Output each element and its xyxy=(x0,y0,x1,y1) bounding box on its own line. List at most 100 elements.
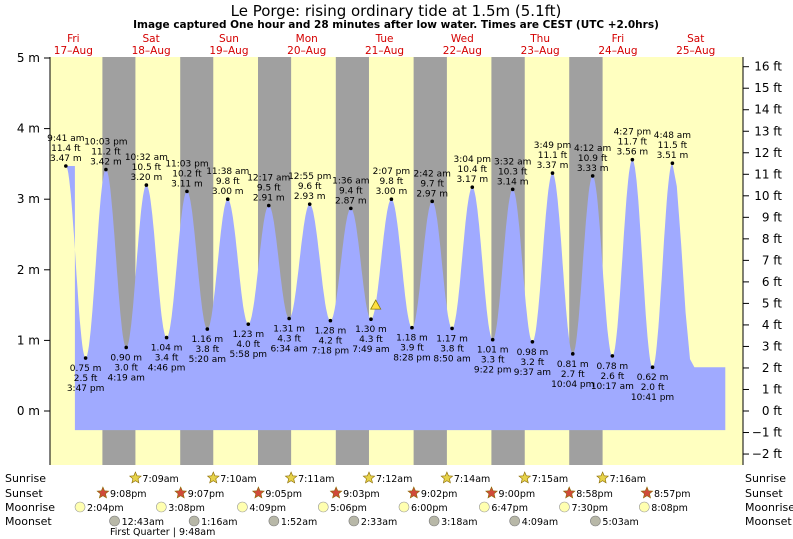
high-tide-label: 11.1 ft xyxy=(538,151,568,161)
low-tide-label: 0.78 m xyxy=(597,362,629,372)
sunrise-time: 7:10am xyxy=(220,474,256,485)
low-tide-label: 0.75 m xyxy=(70,364,102,374)
low-tide-label: 0.62 m xyxy=(637,373,669,383)
high-tide-label: 3:04 pm xyxy=(453,155,491,165)
high-tide-label: 3.42 m xyxy=(90,158,122,168)
tide-area xyxy=(65,159,726,431)
moonrise-icon xyxy=(155,501,167,513)
left-tick-label: 1 m xyxy=(17,333,40,347)
low-tide-point xyxy=(490,337,495,342)
low-tide-label: 3.8 ft xyxy=(195,345,219,355)
sunset-time: 9:02pm xyxy=(421,489,458,500)
moonrise-icon xyxy=(639,501,650,513)
moonset-time: 1:16am xyxy=(201,517,237,528)
high-tide-point xyxy=(430,199,434,204)
sunrise-row-label-right: Sunrise xyxy=(745,472,786,485)
low-tide-point xyxy=(369,317,373,322)
low-tide-point xyxy=(328,318,333,323)
high-tide-label: 3:49 pm xyxy=(534,141,572,151)
right-tick-label: 6 ft xyxy=(762,275,782,289)
left-tick-label: 0 m xyxy=(17,404,40,418)
moonrise-row-label-right: Moonrise xyxy=(745,501,793,514)
low-tide-label: 4.3 ft xyxy=(359,335,383,345)
high-tide-label: 2:07 pm xyxy=(373,167,411,177)
high-tide-point xyxy=(185,189,189,194)
low-tide-label: 0.98 m xyxy=(517,348,549,358)
high-tide-label: 3:32 am xyxy=(494,157,531,167)
moonrise-row-label: Moonrise xyxy=(5,501,55,514)
day-of-week: Fri xyxy=(612,33,625,45)
low-tide-label: 1.30 m xyxy=(355,325,387,335)
moonrise-time: 3:08pm xyxy=(168,503,205,514)
moonset-icon xyxy=(348,515,360,527)
right-tick-label: 7 ft xyxy=(762,253,782,267)
sunrise-icon xyxy=(596,471,610,484)
sunrise-icon xyxy=(362,471,376,484)
low-tide-label: 8:50 am xyxy=(433,354,470,364)
day-of-week: Sun xyxy=(219,33,239,45)
moonset-time: 3:18am xyxy=(441,517,477,528)
high-tide-label: 9.8 ft xyxy=(380,177,404,187)
moonrise-time: 5:06pm xyxy=(330,503,367,514)
moonset-icon xyxy=(109,515,120,527)
high-tide-label: 2.93 m xyxy=(294,192,326,202)
right-tick-label: 9 ft xyxy=(762,210,782,224)
sunrise-time: 7:16am xyxy=(610,474,646,485)
sunrise-time: 7:09am xyxy=(142,474,178,485)
low-tide-label: 3.3 ft xyxy=(481,356,505,366)
low-tide-label: 10:04 pm xyxy=(551,380,594,390)
low-tide-label: 2.6 ft xyxy=(601,372,625,382)
low-tide-label: 2.5 ft xyxy=(74,374,98,384)
high-tide-point xyxy=(144,183,149,187)
high-tide-label: 3.47 m xyxy=(50,154,82,164)
left-tick-label: 4 m xyxy=(17,122,40,136)
high-tide-label: 11:38 am xyxy=(206,167,249,177)
high-tide-label: 4:27 pm xyxy=(614,128,652,138)
moonset-time: 5:03am xyxy=(602,517,638,528)
low-tide-label: 7:18 pm xyxy=(312,347,350,357)
day-of-week: Tue xyxy=(375,33,394,45)
low-tide-label: 1.17 m xyxy=(436,334,468,344)
high-tide-label: 11.7 ft xyxy=(618,138,648,148)
sunrise-icon xyxy=(284,471,298,484)
sunset-icon xyxy=(640,486,654,499)
low-tide-label: 2.7 ft xyxy=(561,370,585,380)
right-tick-label: 1 ft xyxy=(762,382,782,396)
high-tide-label: 2.91 m xyxy=(253,194,285,204)
moonrise-time: 4:09pm xyxy=(249,503,286,514)
low-tide-label: 9:22 pm xyxy=(474,366,512,376)
low-tide-label: 1.23 m xyxy=(232,330,264,340)
high-tide-label: 10.9 ft xyxy=(578,154,608,164)
day-of-week: Wed xyxy=(451,33,474,45)
high-tide-label: 2.87 m xyxy=(335,196,367,206)
day-date: 19–Aug xyxy=(209,45,248,57)
low-tide-label: 1.16 m xyxy=(191,335,223,345)
low-tide-label: 1.28 m xyxy=(315,327,347,337)
high-tide-label: 3.20 m xyxy=(131,173,163,183)
low-tide-point xyxy=(205,327,210,331)
high-tide-point xyxy=(550,171,555,175)
high-tide-label: 9.5 ft xyxy=(257,184,281,194)
moonrise-icon xyxy=(237,501,248,513)
low-tide-label: 4.3 ft xyxy=(277,335,301,345)
low-tide-label: 2.0 ft xyxy=(641,383,665,393)
high-tide-point xyxy=(104,167,108,172)
right-tick-label: 14 ft xyxy=(754,103,782,117)
sunset-icon xyxy=(407,486,421,499)
moonset-row-label: Moonset xyxy=(5,515,52,528)
low-tide-point xyxy=(570,352,575,356)
low-tide-label: 0.90 m xyxy=(110,353,142,363)
low-tide-label: 4.0 ft xyxy=(236,340,260,350)
left-tick-label: 3 m xyxy=(17,192,40,206)
sunrise-icon xyxy=(518,471,532,484)
day-date: 22–Aug xyxy=(443,45,482,57)
high-tide-label: 12:17 am xyxy=(247,174,290,184)
low-tide-point xyxy=(164,335,169,340)
low-tide-label: 3.9 ft xyxy=(400,344,424,354)
high-tide-point xyxy=(389,197,394,201)
high-tide-point xyxy=(630,157,635,162)
moonset-icon xyxy=(509,515,520,527)
low-tide-label: 0.81 m xyxy=(557,360,589,370)
high-tide-label: 3.37 m xyxy=(537,161,569,171)
